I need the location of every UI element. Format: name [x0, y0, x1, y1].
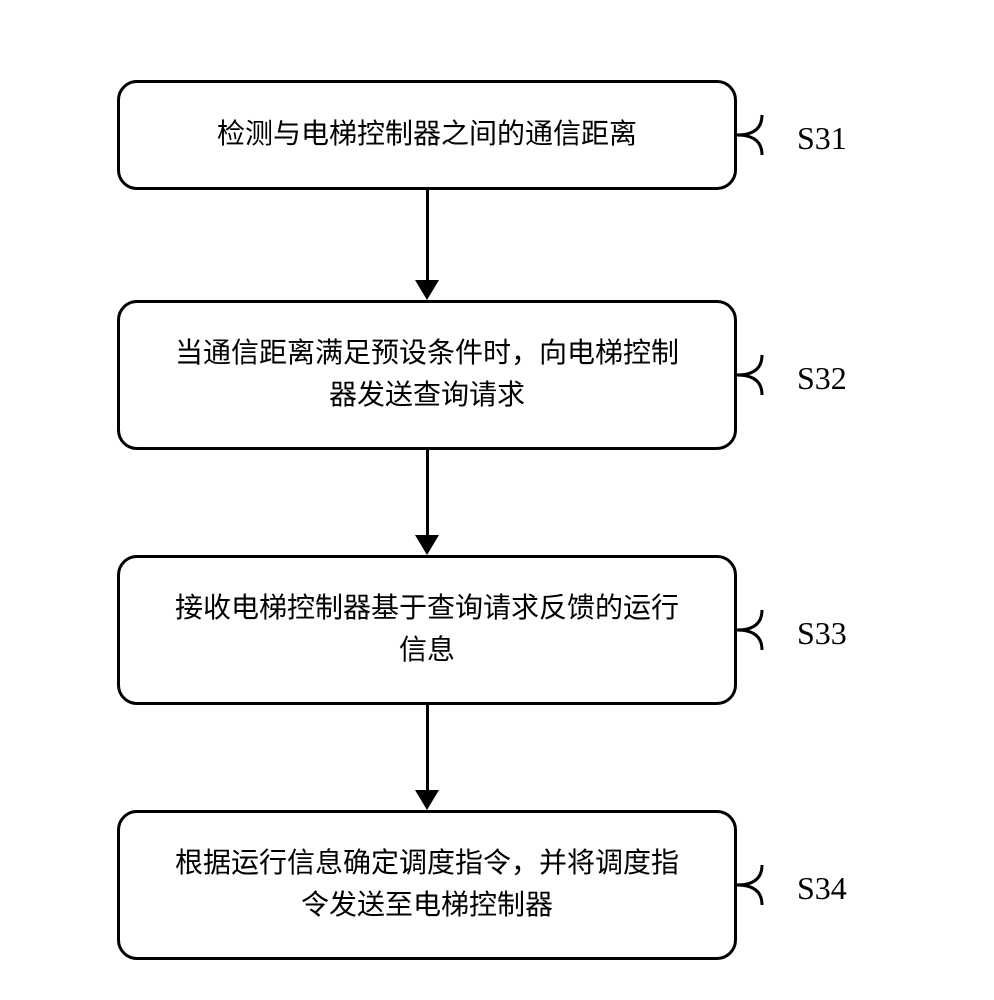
step-box-2: 当通信距离满足预设条件时，向电梯控制 器发送查询请求	[117, 300, 737, 450]
step-label-1: S31	[797, 120, 847, 157]
step-box-4: 根据运行信息确定调度指令，并将调度指 令发送至电梯控制器	[117, 810, 737, 960]
step-label-2: S32	[797, 360, 847, 397]
flowchart-container: 检测与电梯控制器之间的通信距离 S31 当通信距离满足预设条件时，向电梯控制 器…	[97, 50, 897, 950]
step-text-3: 接收电梯控制器基于查询请求反馈的运行 信息	[175, 588, 679, 672]
arrow-3	[415, 705, 439, 810]
step-label-3: S33	[797, 615, 847, 652]
step-label-4: S34	[797, 870, 847, 907]
arrow-2	[415, 450, 439, 555]
arrow-1	[415, 190, 439, 300]
step-box-3: 接收电梯控制器基于查询请求反馈的运行 信息	[117, 555, 737, 705]
curve-connector-2	[737, 355, 792, 405]
step-box-1: 检测与电梯控制器之间的通信距离	[117, 80, 737, 190]
step-text-4: 根据运行信息确定调度指令，并将调度指 令发送至电梯控制器	[175, 843, 679, 927]
curve-connector-1	[737, 115, 792, 165]
step-text-2: 当通信距离满足预设条件时，向电梯控制 器发送查询请求	[175, 333, 679, 417]
curve-connector-3	[737, 610, 792, 660]
step-text-1: 检测与电梯控制器之间的通信距离	[217, 114, 637, 156]
curve-connector-4	[737, 865, 792, 915]
